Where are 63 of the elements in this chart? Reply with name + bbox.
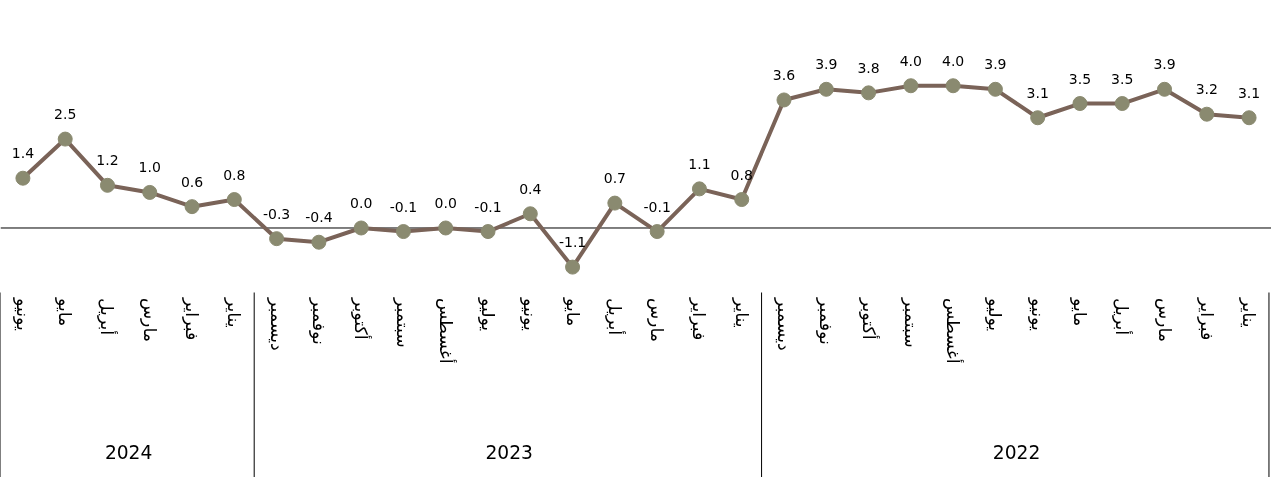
data-label: 3.9 <box>1153 56 1176 73</box>
x-tick-label: يناير <box>224 296 245 328</box>
x-tick-label: مارس <box>647 297 668 343</box>
data-label: 0.8 <box>223 166 246 183</box>
data-label: 4.0 <box>941 52 965 69</box>
data-label: 0.6 <box>180 173 204 190</box>
text: 2022 <box>992 442 1041 464</box>
x-tick-label: فبراير <box>182 296 203 341</box>
x-tick-label: سبتمبر <box>900 296 921 348</box>
x-tick-label: يوليو <box>985 296 1006 332</box>
data-label: 4.0 <box>899 52 922 69</box>
x-tick-label: يناير <box>1239 296 1260 328</box>
data-label: -0.4 <box>305 209 333 226</box>
data-label: 3.9 <box>815 56 838 73</box>
x-tick-label: نوفمبر <box>816 296 837 345</box>
data-label: 1.2 <box>96 152 119 169</box>
data-label: 3.2 <box>1195 81 1218 98</box>
data-label: -1.1 <box>558 234 587 251</box>
x-tick-label: أكتوبر <box>858 296 880 340</box>
x-tick-label: مارس <box>1154 297 1175 343</box>
data-label: -0.1 <box>389 198 418 215</box>
x-tick-label: يناير <box>731 296 752 328</box>
x-tick-label: فبراير <box>689 296 710 341</box>
x-tick-label: مايو <box>1069 296 1090 327</box>
x-tick-label: مايو <box>55 296 76 327</box>
x-tick-label: يونيو <box>1027 296 1048 331</box>
x-tick-label: فبراير <box>1196 296 1217 341</box>
data-label: -0.1 <box>474 198 502 215</box>
x-tick-label: أبريل <box>1112 297 1134 336</box>
data-label: -0.1 <box>643 198 671 215</box>
x-tick-label: يونيو <box>520 296 541 331</box>
x-tick-label: نوفمبر <box>308 296 329 345</box>
x-tick-label: يوليو <box>478 296 499 332</box>
data-label: 1.4 <box>11 145 35 162</box>
x-tick-label: أبريل <box>97 297 119 336</box>
data-label: 2.5 <box>54 106 77 123</box>
data-label: 0.4 <box>519 180 542 197</box>
x-tick-label: مارس <box>139 297 160 343</box>
text: 2024 <box>104 442 153 464</box>
data-label: 3.8 <box>857 59 880 76</box>
x-tick-label: أغسطس <box>435 297 457 364</box>
data-label: 3.5 <box>1068 70 1092 87</box>
data-label: 3.1 <box>1026 84 1049 101</box>
text: 2023 <box>485 442 533 464</box>
data-label: 3.1 <box>1237 84 1261 101</box>
x-tick-label: سبتمبر <box>393 296 414 348</box>
x-tick-label: ديسمبر <box>773 296 794 351</box>
data-label: 0.0 <box>350 194 373 211</box>
data-label: 1.1 <box>688 155 711 172</box>
x-tick-label: أغسطس <box>943 297 965 364</box>
x-tick-label: ديسمبر <box>266 296 287 351</box>
data-label: 0.7 <box>603 170 626 187</box>
x-tick-label: مايو <box>562 296 583 327</box>
data-label: 3.5 <box>1111 70 1134 87</box>
data-label: 3.6 <box>772 66 796 83</box>
data-label: 0.0 <box>434 194 457 211</box>
x-tick-label: أبريل <box>604 297 626 336</box>
data-label: -0.3 <box>262 205 291 222</box>
x-tick-label: يونيو <box>12 296 33 331</box>
data-label: 1.0 <box>138 159 161 176</box>
data-label: 0.8 <box>730 166 753 183</box>
x-tick-label: أكتوبر <box>351 296 373 340</box>
data-label: 3.9 <box>984 56 1007 73</box>
